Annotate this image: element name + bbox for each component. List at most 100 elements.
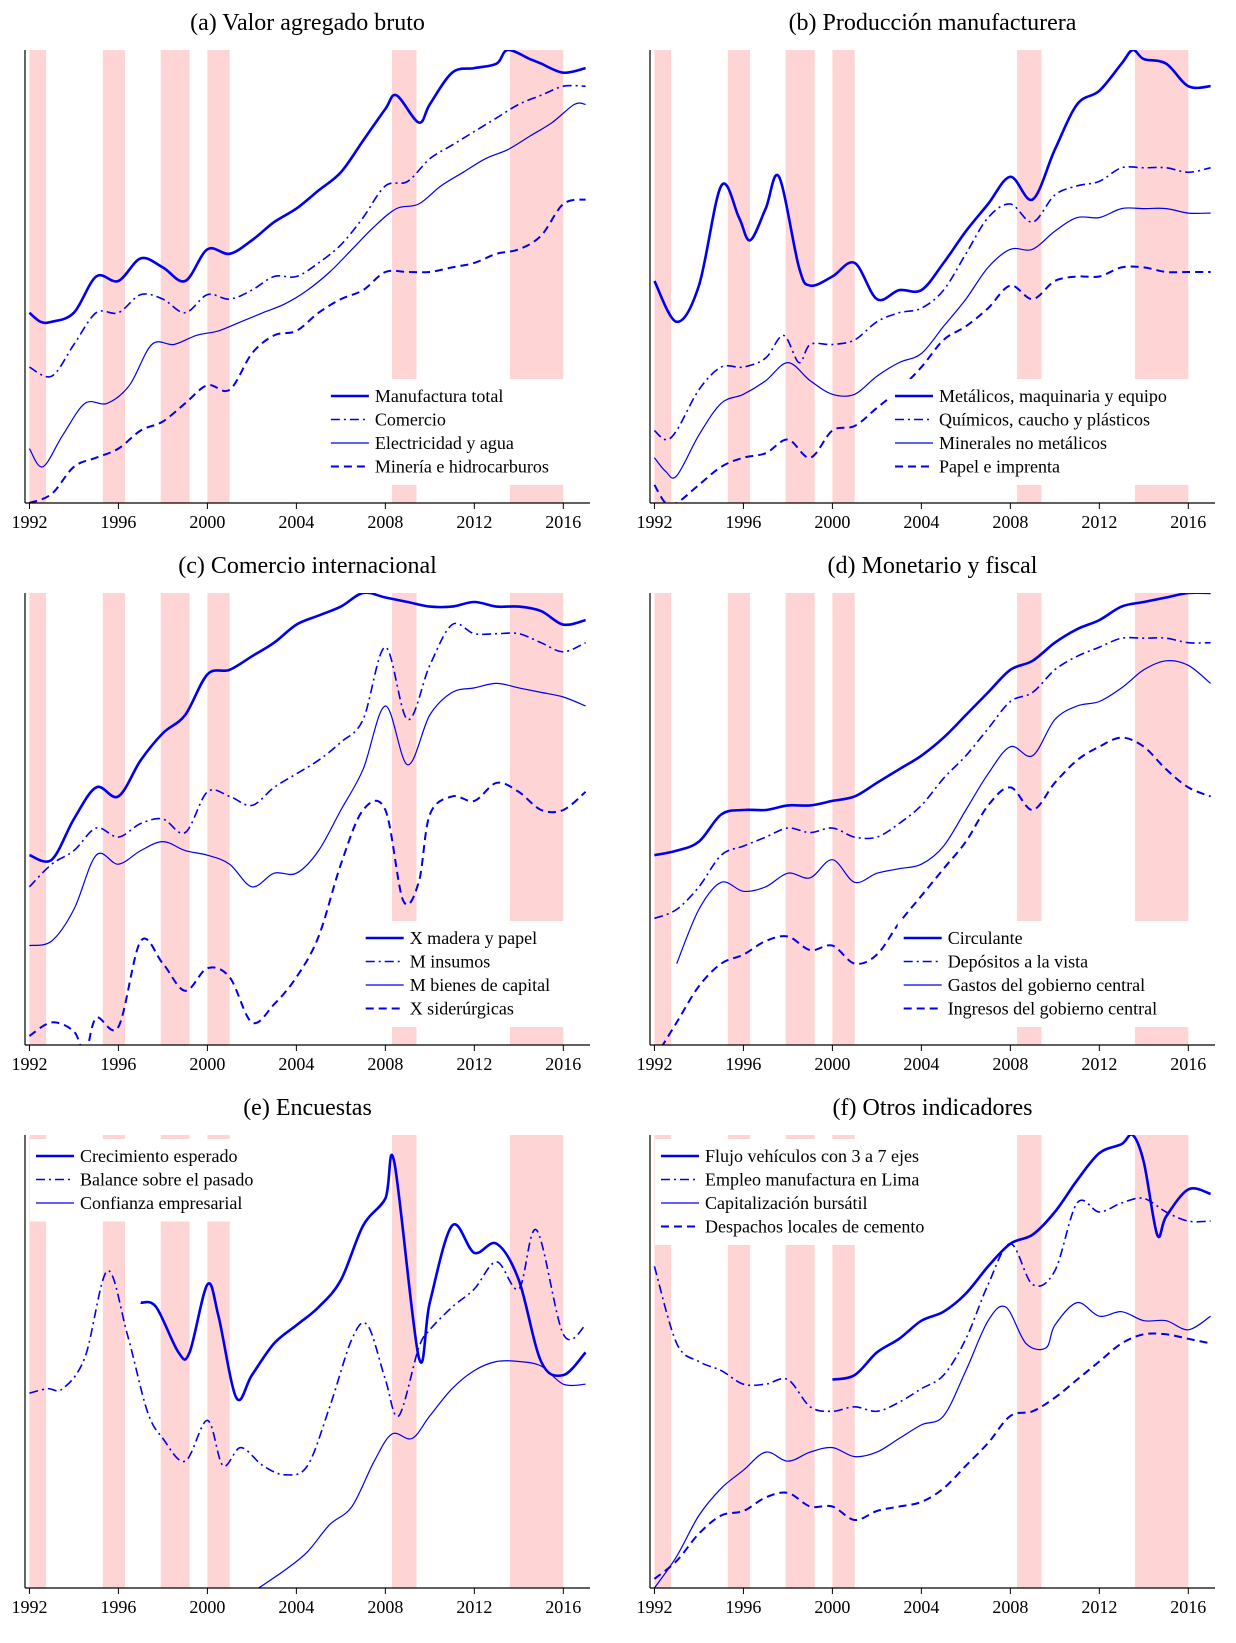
x-tick-label: 1992: [636, 1597, 672, 1617]
x-tick-label: 2008: [992, 512, 1028, 532]
series-line: [29, 84, 586, 378]
x-tick-label: 2008: [992, 1597, 1028, 1617]
legend-label: Minerales no metálicos: [939, 433, 1107, 453]
recession-band: [832, 50, 855, 503]
recession-band: [102, 1135, 126, 1588]
series-line: [258, 1360, 586, 1588]
recession-band: [29, 1135, 47, 1588]
recession-band: [785, 50, 815, 503]
legend-label: Confianza empresarial: [80, 1193, 242, 1213]
x-tick-label: 1992: [636, 1054, 672, 1074]
recession-band: [207, 593, 230, 1045]
x-tick-label: 2012: [456, 512, 492, 532]
legend-label: X siderúrgicas: [410, 999, 514, 1019]
recession-band: [785, 593, 815, 1045]
legend-label: M bienes de capital: [410, 975, 550, 995]
x-tick-label: 1992: [11, 1597, 47, 1617]
legend-label: Empleo manufactura en Lima: [705, 1170, 919, 1190]
legend-label: Capitalización bursátil: [705, 1193, 867, 1213]
legend-label: Despachos locales de cemento: [705, 1217, 924, 1237]
recession-band: [207, 1135, 230, 1588]
recession-band: [832, 593, 855, 1045]
series-line: [676, 660, 1211, 964]
x-tick-label: 2012: [1081, 512, 1117, 532]
x-tick-label: 2000: [189, 1597, 225, 1617]
series-line: [28, 102, 586, 468]
legend: Flujo vehículos con 3 a 7 ejes Empleo man…: [655, 1139, 976, 1245]
x-tick-label: 2000: [814, 512, 850, 532]
x-tick-label: 2008: [992, 1054, 1028, 1074]
legend: Metálicos, maquinaria y equipo Químicos, …: [889, 379, 1210, 485]
legend-label: Papel e imprenta: [939, 457, 1060, 477]
panel-title: (e) Encuestas: [243, 1095, 372, 1121]
panel-b: (b) Producción manufacturera Metálicos, m…: [636, 10, 1215, 532]
x-tick-label: 2016: [545, 1597, 581, 1617]
legend-label: M insumos: [410, 952, 491, 972]
legend-label: Flujo vehículos con 3 a 7 ejes: [705, 1146, 919, 1166]
legend-label: Ingresos del gobierno central: [948, 999, 1157, 1019]
recession-band: [207, 50, 230, 503]
series-line: [653, 1301, 1211, 1588]
x-tick-label: 2016: [545, 1054, 581, 1074]
legend-label: Depósitos a la vista: [948, 952, 1088, 972]
legend-label: Químicos, caucho y plásticos: [939, 410, 1150, 430]
legend-label: X madera y papel: [410, 928, 537, 948]
series-line: [661, 736, 1211, 1045]
series-line: [140, 1153, 587, 1402]
x-tick-label: 2008: [367, 1597, 403, 1617]
legend-box: [897, 921, 1210, 1027]
panel-e: (e) Encuestas Crecimiento esperado Balance…: [11, 1095, 590, 1617]
panel-title: (d) Monetario y fiscal: [828, 553, 1038, 579]
x-tick-label: 2012: [456, 1597, 492, 1617]
legend: Manufactura total Comercio Electricidad y …: [324, 379, 585, 485]
recession-band: [654, 50, 672, 503]
x-tick-label: 2004: [278, 1597, 314, 1617]
series-line: [653, 207, 1211, 479]
legend-box: [889, 379, 1210, 485]
series-line: [832, 1135, 1211, 1381]
x-tick-label: 2004: [903, 512, 939, 532]
x-tick-label: 2008: [367, 512, 403, 532]
legend-label: Electricidad y agua: [375, 433, 514, 453]
recession-band: [727, 1135, 751, 1588]
legend-box: [655, 1139, 976, 1245]
recession-band: [832, 1135, 855, 1588]
recession-band: [29, 593, 47, 1045]
x-tick-label: 1996: [100, 1054, 136, 1074]
x-tick-label: 1996: [100, 512, 136, 532]
series-line: [29, 1229, 587, 1476]
x-tick-label: 2012: [1081, 1597, 1117, 1617]
series-line: [29, 682, 586, 947]
recession-band: [160, 593, 190, 1045]
x-tick-label: 1996: [100, 1597, 136, 1617]
x-tick-label: 1996: [725, 512, 761, 532]
legend-label: Minería e hidrocarburos: [375, 457, 549, 477]
x-tick-label: 2000: [814, 1054, 850, 1074]
x-tick-label: 2016: [545, 512, 581, 532]
x-tick-label: 2004: [903, 1054, 939, 1074]
legend-label: Circulante: [948, 928, 1023, 948]
recession-band: [102, 593, 126, 1045]
recession-band: [29, 50, 47, 503]
x-tick-label: 1992: [11, 512, 47, 532]
recession-band: [727, 593, 751, 1045]
panel-title: (c) Comercio internacional: [178, 553, 437, 579]
recession-band: [654, 1135, 672, 1588]
x-tick-label: 1992: [636, 512, 672, 532]
series-line: [28, 781, 587, 1045]
panel-c: (c) Comercio internacional X madera y pap…: [11, 553, 590, 1074]
x-tick-label: 2004: [903, 1597, 939, 1617]
legend-label: Metálicos, maquinaria y equipo: [939, 386, 1167, 406]
x-tick-label: 2016: [1170, 1597, 1206, 1617]
x-tick-label: 2012: [1081, 1054, 1117, 1074]
recession-band: [392, 1135, 417, 1588]
legend-label: Gastos del gobierno central: [948, 975, 1145, 995]
x-tick-label: 2016: [1170, 512, 1206, 532]
series-line: [653, 1332, 1211, 1580]
series-line: [28, 593, 586, 863]
x-tick-label: 1996: [725, 1597, 761, 1617]
series-line: [653, 50, 1211, 324]
recession-band: [727, 50, 751, 503]
panel-f: (f) Otros indicadores Flujo vehículos con…: [636, 1095, 1215, 1617]
